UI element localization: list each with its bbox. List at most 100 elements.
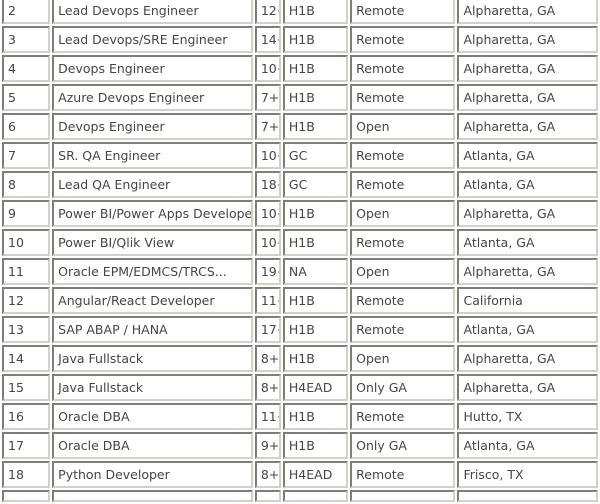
cell-work-mode: Remote	[350, 84, 456, 111]
cell-visa-status: H1B	[282, 200, 349, 227]
cell-row-index: 4	[2, 55, 51, 82]
cell-experience-years: 8+	[254, 461, 281, 488]
cell-role-name: Lead Devops Engineer	[52, 0, 253, 24]
cell-role-name: Angular/React Developer	[52, 287, 253, 314]
cell-location: Alpharetta, GA	[457, 200, 598, 227]
cell-experience-years: 19+	[254, 258, 281, 285]
cell-location: Alpharetta, GA	[457, 0, 598, 24]
cell-role-name: Lead Devops/SRE Engineer	[52, 26, 253, 53]
cell-work-mode: Open	[350, 258, 456, 285]
cell-role-name: Oracle EPM/EDMCS/TRCS...	[52, 258, 253, 285]
table-row[interactable]: 14 Java Fullstack 8+ H1B Open Alpharetta, GA	[2, 345, 598, 372]
cell-location: Atlanta, GA	[457, 229, 598, 256]
cell-row-index	[2, 490, 51, 502]
cell-location: Alpharetta, GA	[457, 374, 598, 401]
table-row[interactable]: 5 Azure Devops Engineer 7+ H1B Remote Alphare…	[2, 84, 598, 111]
cell-row-index: 11	[2, 258, 51, 285]
cell-visa-status: GC	[282, 171, 349, 198]
cell-role-name	[52, 490, 253, 502]
cell-role-name: Power BI/Power Apps Developer	[52, 200, 253, 227]
cell-location: Hutto, TX	[457, 403, 598, 430]
table-row[interactable]: 17 Oracle DBA 9+ H1B Only GA Atlanta, GA	[2, 432, 598, 459]
cell-row-index: 18	[2, 461, 51, 488]
cell-work-mode: Remote	[350, 55, 456, 82]
cell-experience-years: 10+	[254, 200, 281, 227]
cell-visa-status: H1B	[282, 229, 349, 256]
cell-work-mode: Open	[350, 113, 456, 140]
cell-experience-years	[254, 490, 281, 502]
cell-work-mode: Remote	[350, 316, 456, 343]
cell-role-name: Python Developer	[52, 461, 253, 488]
cell-work-mode: Open	[350, 345, 456, 372]
cell-experience-years: 14+	[254, 26, 281, 53]
cell-visa-status: NA	[282, 258, 349, 285]
cell-experience-years: 11+	[254, 287, 281, 314]
table-row[interactable]: 18 Python Developer 8+ H4EAD Remote Frisco, T…	[2, 461, 598, 488]
table-row[interactable]: 15 Java Fullstack 8+ H4EAD Only GA Alpharetta…	[2, 374, 598, 401]
cell-experience-years: 7+	[254, 84, 281, 111]
cell-visa-status: H1B	[282, 287, 349, 314]
cell-experience-years: 18+	[254, 171, 281, 198]
cell-experience-years: 17+	[254, 316, 281, 343]
cell-visa-status: H4EAD	[282, 374, 349, 401]
cell-experience-years: 8+	[254, 345, 281, 372]
cell-work-mode: Remote	[350, 229, 456, 256]
cell-role-name: Lead QA Engineer	[52, 171, 253, 198]
cell-role-name: Oracle DBA	[52, 403, 253, 430]
cell-row-index: 15	[2, 374, 51, 401]
cell-work-mode: Remote	[350, 26, 456, 53]
cell-location: Alpharetta, GA	[457, 84, 598, 111]
cell-work-mode: Remote	[350, 171, 456, 198]
cell-row-index: 6	[2, 113, 51, 140]
cell-work-mode: Remote	[350, 0, 456, 24]
cell-visa-status: H1B	[282, 26, 349, 53]
cell-visa-status: H1B	[282, 432, 349, 459]
cell-work-mode: Only GA	[350, 432, 456, 459]
cell-location: Atlanta, GA	[457, 316, 598, 343]
cell-experience-years: 9+	[254, 432, 281, 459]
cell-role-name: Java Fullstack	[52, 345, 253, 372]
cell-visa-status: H1B	[282, 0, 349, 24]
cell-role-name: Power BI/Qlik View	[52, 229, 253, 256]
cell-experience-years: 7+	[254, 113, 281, 140]
cell-work-mode: Remote	[350, 287, 456, 314]
cell-location: Frisco, TX	[457, 461, 598, 488]
cell-work-mode	[350, 490, 456, 502]
cell-location: Alpharetta, GA	[457, 55, 598, 82]
cell-experience-years: 8+	[254, 374, 281, 401]
cell-row-index: 10	[2, 229, 51, 256]
cell-role-name: Azure Devops Engineer	[52, 84, 253, 111]
cell-role-name: SAP ABAP / HANA	[52, 316, 253, 343]
cell-visa-status	[282, 490, 349, 502]
cell-row-index: 17	[2, 432, 51, 459]
cell-row-index: 13	[2, 316, 51, 343]
cell-visa-status: H1B	[282, 316, 349, 343]
cell-location: California	[457, 287, 598, 314]
table-row-partial[interactable]	[2, 490, 598, 502]
cell-visa-status: H1B	[282, 55, 349, 82]
cell-row-index: 7	[2, 142, 51, 169]
table-row[interactable]: 6 Devops Engineer 7+ H1B Open Alpharetta, GA	[2, 113, 598, 140]
cell-work-mode: Only GA	[350, 374, 456, 401]
cell-experience-years: 10+	[254, 55, 281, 82]
cell-visa-status: H1B	[282, 84, 349, 111]
cell-role-name: Devops Engineer	[52, 113, 253, 140]
cell-experience-years: 11+	[254, 403, 281, 430]
cell-location: Alpharetta, GA	[457, 113, 598, 140]
cell-location: Alpharetta, GA	[457, 258, 598, 285]
cell-location: Atlanta, GA	[457, 142, 598, 169]
